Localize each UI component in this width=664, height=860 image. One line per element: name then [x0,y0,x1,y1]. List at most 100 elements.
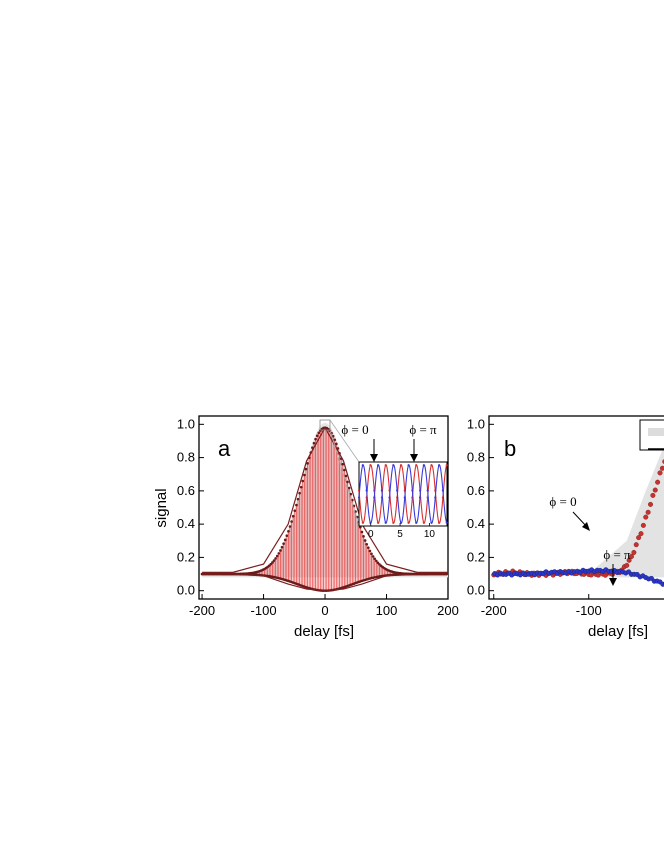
inset-point [376,464,380,467]
fringe-top-point [331,434,335,438]
inset-point [399,464,403,467]
panel-a-letter: a [218,436,231,461]
panel-a-ytick-label: 0.8 [177,450,195,465]
inset-point [422,464,425,467]
phi-0-point [626,557,632,563]
panel-b-letter: b [504,436,516,461]
fringe-top-point [303,473,306,477]
phi-0-point [643,514,649,520]
panel-b-xtick-label: -200 [481,603,507,618]
fringe-top-point [365,542,369,546]
phi-0-point [629,554,635,560]
fringe-top-point [287,529,290,533]
panel-b-series-phi-pi [492,567,664,587]
inset-point [437,464,441,467]
fringe-top-point [283,538,287,542]
fringe-top-point [341,462,345,466]
inset-point [418,496,422,499]
inset-point [392,464,395,467]
fringe-top-point [333,438,337,442]
panel-a-envelope-series [202,426,448,592]
fringe-top-point [291,514,295,518]
inset-point [422,521,425,524]
inset-xtick-label: 5 [397,529,403,540]
phi-0-point [636,535,642,541]
inset-point [430,464,433,467]
fringe-top-point [359,525,362,529]
inset-point [361,521,364,524]
fringe-top-point [360,530,364,534]
inset-point [357,496,361,499]
panel-a-ytick-label: 0.4 [177,516,195,531]
panel-a-ytick-label: 0.0 [177,583,195,598]
phi-0-point [633,542,639,548]
fringe-top-point [347,486,351,490]
fringe-top-point [298,491,301,495]
inset-xtick-label: 0 [368,529,374,540]
panel-a-xtick-label: 100 [376,603,398,618]
panel-b-ytick-label: 0.0 [467,583,485,598]
annotation-phi-zero-a: ϕ = 0 [341,422,368,437]
panel-a-inset: 0 5 10 [357,461,448,540]
fringe-top-point [344,474,348,478]
panel-a-x-axis-title: delay [fs] [294,623,354,640]
panel-b-ytick-label: 0.6 [467,483,485,498]
legend-swatch-envelope [648,428,664,436]
fringe-top-point [271,561,274,564]
panel-b-shaded-envelope [588,446,664,578]
annotation-phi-zero-b: ϕ = 0 [549,494,576,509]
fringe-top-point [306,462,309,465]
inset-point [384,464,387,467]
panel-a-y-ticks: 0.0 0.2 0.4 0.6 0.8 1.0 [177,416,204,598]
inset-point [407,464,410,467]
annotation-phi-pi-a: ϕ = π [409,422,437,437]
fringe-top-point [296,497,300,501]
phi-0-point [655,479,661,485]
panel-a-plot-frame [198,415,449,600]
fringe-top-point [293,509,297,513]
phi-0-point [657,470,663,476]
phi-0-point [650,492,656,498]
fringe-top-point [285,534,289,537]
fringe-top-point [315,434,319,438]
inset-traces [357,464,448,524]
fringe-top-point [295,503,298,507]
phi-0-point [631,549,637,555]
zoom-connector-top [329,419,360,463]
fringe-top-point [375,559,378,563]
fringe-top-point [349,492,353,496]
fringe-top-point [269,562,273,566]
fringe-top-point [279,549,282,552]
panel-b-ytick-label: 1.0 [467,416,485,431]
fringe-top-point [299,485,303,489]
panel-b-xtick-label: -100 [576,603,602,618]
fringe-top-point [304,467,308,471]
arrowhead-phi-zero-a [370,454,378,462]
fringe-top-point [362,535,365,538]
annotation-phi-pi-b: ϕ = π [603,547,631,562]
phi-0-point [640,522,646,528]
fringe-top-point [368,549,372,553]
panel-b-ytick-label: 0.8 [467,450,485,465]
panel-a-ytick-label: 1.0 [177,416,195,431]
inset-point [384,521,387,524]
inset-point [445,464,448,467]
panel-a-xtick-label: -100 [251,603,277,618]
arrowhead-phi-pi-b [609,578,617,586]
fringe-top-point [282,542,285,545]
panel-a-xtick-label: 200 [437,603,459,618]
arrowhead-phi-zero-b [582,522,590,531]
inset-xtick-label: 10 [424,529,436,540]
fringe-top-point [343,468,346,472]
upper-envelope-line [202,426,448,573]
fringe-top-point [376,561,380,565]
phi-0-point [645,509,651,515]
panel-a-ytick-label: 0.2 [177,549,195,564]
fringe-top-point [317,431,321,435]
panel-a-y-axis-title: signal [153,488,170,527]
panel-a-xtick-label: -200 [189,603,215,618]
fringe-top-point [371,555,375,558]
fringe-top-point [367,546,370,550]
